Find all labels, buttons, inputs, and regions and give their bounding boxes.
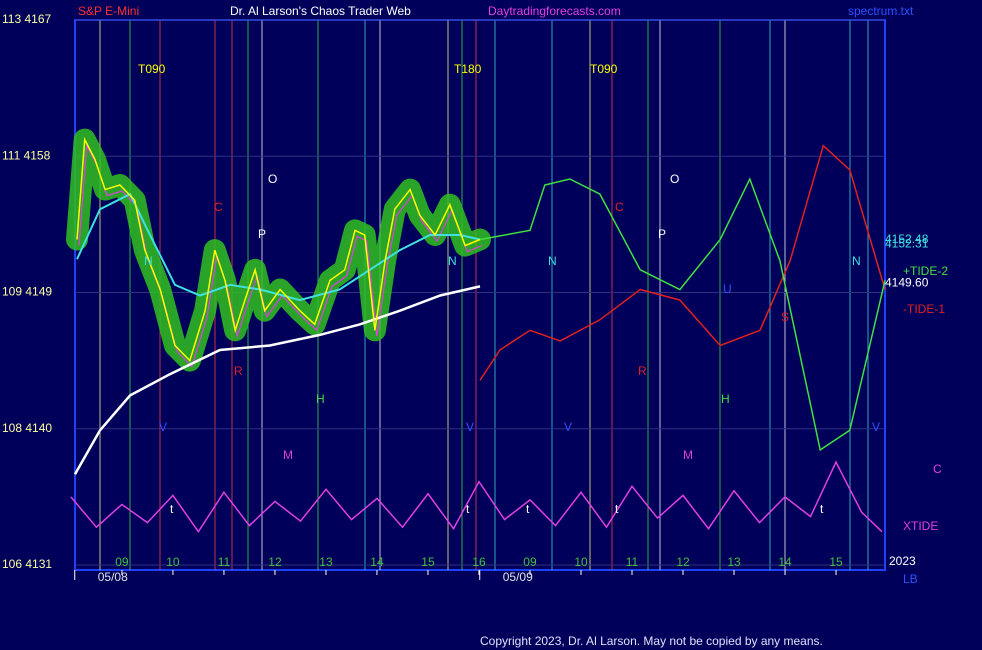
annotation: N <box>548 254 557 268</box>
annotation: P <box>258 227 266 241</box>
annotation: T090 <box>138 62 166 76</box>
annotation: H <box>721 392 730 406</box>
tide-line <box>70 460 883 534</box>
annotation: R <box>234 364 243 378</box>
y-tick-label: 111 4158 <box>2 148 51 162</box>
y-tick-label: 109 4149 <box>2 285 52 299</box>
x-tick-label: 10 <box>574 555 588 569</box>
legend-label: -TIDE-1 <box>903 302 945 316</box>
x-tick-label: 11 <box>626 555 639 569</box>
annotation: V <box>872 420 880 434</box>
annotation: N <box>448 254 457 268</box>
annotation: N <box>144 254 153 268</box>
x-tick-label: 12 <box>268 555 282 569</box>
x-tick-label: 14 <box>778 555 792 569</box>
annotation: S <box>781 310 789 324</box>
price-line <box>76 136 481 363</box>
annotation: N <box>852 254 861 268</box>
date-label: 05/08 <box>98 570 128 584</box>
annotation: M <box>283 448 293 462</box>
annotation: V <box>466 420 474 434</box>
annotation: U <box>723 282 732 296</box>
annotation: LB <box>903 572 918 586</box>
x-tick-label: 10 <box>166 555 180 569</box>
x-tick-label: 11 <box>218 555 231 569</box>
annotation: T090 <box>590 62 618 76</box>
footer: Copyright 2023, Dr. Al Larson. May not b… <box>480 634 823 648</box>
x-tick-label: 16 <box>472 555 486 569</box>
moving-average <box>73 285 481 475</box>
x-tick-label: 12 <box>676 555 690 569</box>
tide-line <box>479 144 886 381</box>
x-tick-label: 15 <box>421 555 435 569</box>
y-tick-label: 106 4131 <box>2 557 52 571</box>
source: Daytradingforecasts.com <box>488 4 621 18</box>
tide-line <box>479 177 886 452</box>
legend-label: +TIDE-2 <box>903 264 948 278</box>
y-tick-label: 108 4140 <box>2 421 52 435</box>
annotation: V <box>564 420 572 434</box>
annotation: T180 <box>454 62 482 76</box>
annotation: 2023 <box>889 554 916 568</box>
x-tick-label: 14 <box>370 555 384 569</box>
annotation: R <box>638 364 647 378</box>
annotation: t <box>526 502 530 516</box>
x-tick-label: 09 <box>115 555 129 569</box>
annotation: C <box>214 200 223 214</box>
annotation: P <box>658 227 666 241</box>
x-tick-label: 13 <box>727 555 741 569</box>
annotation: V <box>159 420 167 434</box>
instrument: S&P E-Mini <box>78 4 139 18</box>
price-label: 4152.48 <box>885 232 929 246</box>
annotation: C <box>615 200 624 214</box>
annotation: O <box>268 172 277 186</box>
x-tick-label: 09 <box>523 555 537 569</box>
file-name: spectrum.txt <box>848 4 914 18</box>
annotation: t <box>615 502 619 516</box>
legend-label: XTIDE <box>903 519 938 533</box>
annotation: t <box>820 502 824 516</box>
annotation: t <box>466 502 470 516</box>
annotation: t <box>170 502 174 516</box>
annotation: O <box>670 172 679 186</box>
price-label: 4152.31 <box>885 237 929 251</box>
price-shadow <box>78 143 483 368</box>
annotation: M <box>683 448 693 462</box>
x-tick-label: 13 <box>319 555 333 569</box>
x-tick-label: 15 <box>829 555 843 569</box>
annotation: C <box>933 462 942 476</box>
date-label: 05/09 <box>503 570 533 584</box>
price-label: 4149.60 <box>885 276 929 290</box>
chart-title: Dr. Al Larson's Chaos Trader Web <box>230 4 411 18</box>
y-tick-label: 113 4167 <box>2 12 51 26</box>
annotation: H <box>316 392 325 406</box>
